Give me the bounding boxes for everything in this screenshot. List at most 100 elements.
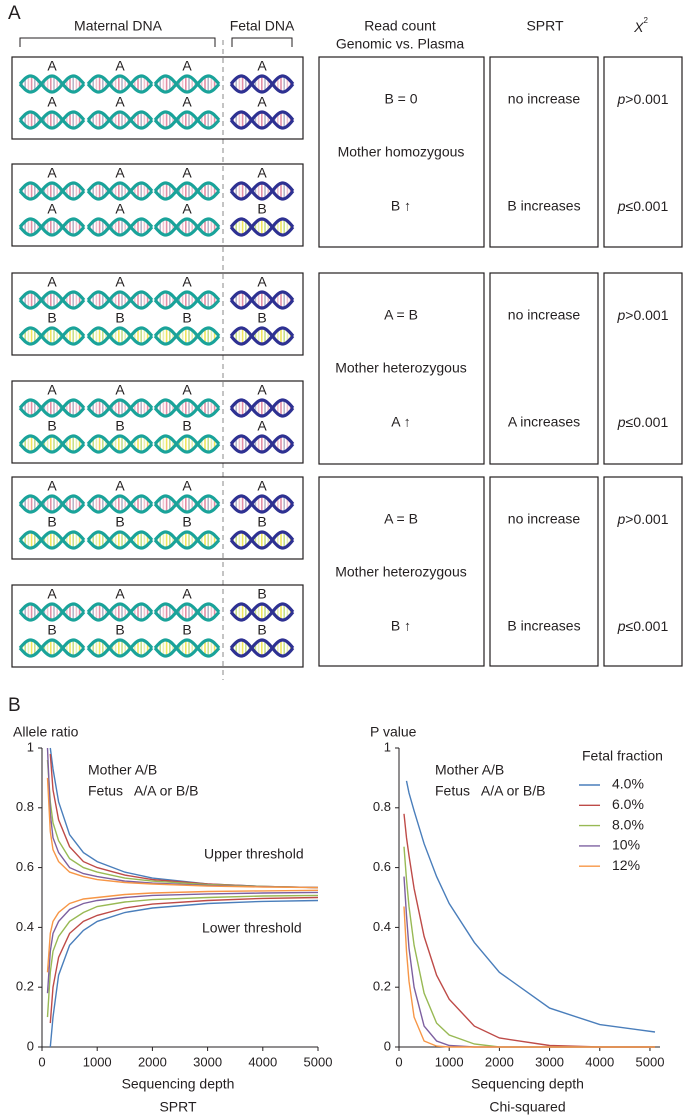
helix-strand <box>86 326 154 346</box>
y-tick-label: 0.6 <box>16 859 34 874</box>
header: Genomic vs. Plasma <box>336 36 465 52</box>
read-count: Mother heterozygous <box>335 564 467 580</box>
allele-label: A <box>257 58 267 74</box>
helix-strand <box>18 326 86 346</box>
helix-strand <box>229 290 295 310</box>
helix-strand <box>229 530 295 550</box>
helix-strand <box>86 602 154 622</box>
helix-strand <box>18 494 86 514</box>
p-threshold: ≤0.001 <box>626 198 669 214</box>
helix-strand <box>153 326 221 346</box>
helix-strand <box>229 398 295 418</box>
result-box <box>603 476 683 667</box>
allele-label: B <box>47 622 56 638</box>
result-box <box>603 272 683 465</box>
result-box <box>318 476 485 667</box>
helix-strand <box>153 110 221 130</box>
panel-label: A <box>8 3 21 24</box>
allele-label: A <box>47 165 57 181</box>
series-line <box>46 894 319 1018</box>
helix-strand <box>18 638 86 658</box>
annotation: Mother A/B <box>435 762 504 778</box>
x-tick-label: 0 <box>38 1054 45 1069</box>
x-tick-label: 1000 <box>435 1054 464 1069</box>
allele-label: A <box>257 274 267 290</box>
allele-label: B <box>115 514 124 530</box>
helix-strand <box>86 326 154 346</box>
y-tick-label: 1 <box>384 739 391 754</box>
header: X2 <box>633 16 648 35</box>
chi-result: p≤0.001 <box>617 414 669 430</box>
helix-strand <box>153 326 221 346</box>
allele-label: B <box>182 622 191 638</box>
y-tick-label: 0.8 <box>373 799 391 814</box>
x-tick-label: 2000 <box>138 1054 167 1069</box>
sample-box <box>11 272 304 356</box>
result-box <box>603 56 683 248</box>
chi-result: p>0.001 <box>616 307 668 323</box>
panel-label: B <box>8 695 21 716</box>
series-line <box>403 876 655 1048</box>
allele-label: B <box>182 310 191 326</box>
helix-strand <box>153 290 221 310</box>
legend-label: 4.0% <box>612 776 644 792</box>
allele-label: A <box>257 478 267 494</box>
helix-strand <box>18 398 86 418</box>
series-line <box>403 846 655 1048</box>
x-tick-label: 3000 <box>535 1054 564 1069</box>
helix-strand <box>86 434 154 454</box>
header: Maternal DNA <box>74 18 163 34</box>
p-symbol: p <box>616 91 625 107</box>
helix-strand <box>153 181 221 201</box>
sample-box <box>11 584 304 668</box>
chi-result: p≤0.001 <box>617 198 669 214</box>
helix-strand <box>18 602 86 622</box>
result-box <box>318 272 485 465</box>
x-axis-label: Sequencing depth <box>122 1076 235 1092</box>
read-count: A = B <box>384 307 418 323</box>
series-line <box>46 759 319 889</box>
allele-label: A <box>182 165 192 181</box>
x-tick-label: 5000 <box>304 1054 333 1069</box>
x-tick-label: 0 <box>395 1054 402 1069</box>
allele-label: B <box>115 310 124 326</box>
helix-strand <box>86 494 154 514</box>
helix-strand <box>18 398 86 418</box>
helix-strand <box>153 398 221 418</box>
helix-strand <box>229 530 295 550</box>
allele-label: B <box>257 310 266 326</box>
read-count: B ↑ <box>391 198 411 214</box>
helix-strand <box>18 326 86 346</box>
helix-strand <box>86 494 154 514</box>
annotation: Upper threshold <box>204 846 304 862</box>
helix-strand <box>18 494 86 514</box>
helix-strand <box>229 434 295 454</box>
allele-label: B <box>257 622 266 638</box>
helix-strand <box>153 181 221 201</box>
p-symbol: p <box>617 618 626 634</box>
series-line <box>49 896 319 1024</box>
series-line <box>403 906 655 1048</box>
helix-strand <box>229 602 295 622</box>
helix-strand <box>86 74 154 94</box>
allele-label: B <box>47 310 56 326</box>
helix-strand <box>86 110 154 130</box>
helix-strand <box>229 326 295 346</box>
helix-strand <box>18 74 86 94</box>
helix-strand <box>18 181 86 201</box>
helix-strand <box>18 530 86 550</box>
helix-strand <box>18 434 86 454</box>
y-tick-label: 0.4 <box>373 919 391 934</box>
read-count: B ↑ <box>391 618 411 634</box>
series-line <box>49 899 319 1048</box>
helix-strand <box>153 217 221 237</box>
helix-strand <box>86 398 154 418</box>
helix-strand <box>18 602 86 622</box>
helix-strand <box>153 217 221 237</box>
read-count: Mother heterozygous <box>335 360 467 376</box>
allele-label: A <box>47 382 57 398</box>
chi-sup: 2 <box>643 16 648 25</box>
y-tick-label: 0.2 <box>16 979 34 994</box>
helix-strand <box>229 74 295 94</box>
helix-strand <box>153 74 221 94</box>
